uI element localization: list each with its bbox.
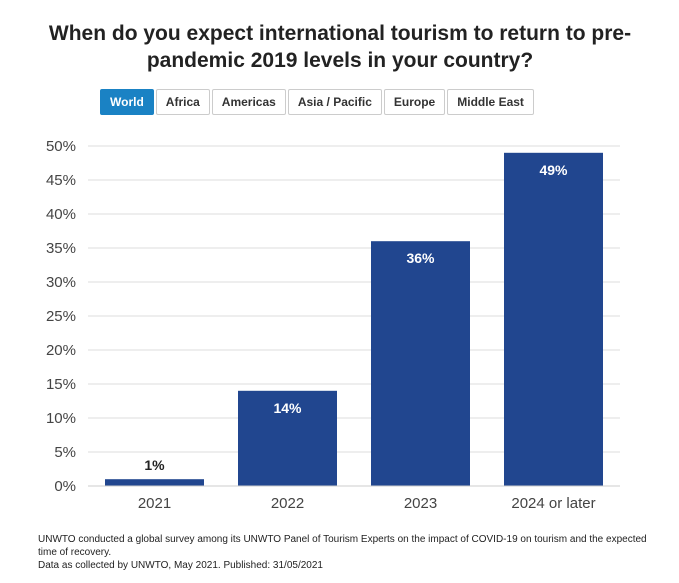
y-tick-label: 10% — [46, 410, 76, 427]
footer-notes: UNWTO conducted a global survey among it… — [38, 533, 668, 572]
bar-value-label: 36% — [406, 250, 435, 266]
y-tick-label: 15% — [46, 376, 76, 393]
y-tick-label: 30% — [46, 274, 76, 291]
footer-survey-note: UNWTO conducted a global survey among it… — [38, 534, 647, 558]
bar-value-label: 1% — [144, 457, 165, 473]
tab-europe[interactable]: Europe — [383, 89, 446, 115]
bars: 1% 14% 36% 49% — [105, 152, 603, 487]
y-tick-label: 45% — [46, 172, 76, 189]
x-tick-label: 2021 — [138, 495, 171, 512]
y-tick-label: 5% — [54, 444, 76, 461]
bar-value-label: 49% — [539, 162, 568, 178]
tab-americas[interactable]: Americas — [211, 89, 286, 115]
y-tick-label: 40% — [46, 206, 76, 223]
bar-2024-or-later — [504, 152, 603, 487]
region-tabs: World Africa Americas Asia / Pacific Eur… — [100, 89, 534, 115]
x-tick-label: 2022 — [271, 495, 304, 512]
bar-2023 — [371, 241, 470, 486]
tab-africa[interactable]: Africa — [155, 89, 210, 115]
y-tick-label: 25% — [46, 308, 76, 325]
tab-middle-east[interactable]: Middle East — [447, 89, 534, 115]
y-tick-label: 50% — [46, 138, 76, 155]
y-tick-label: 35% — [46, 240, 76, 257]
bar-value-label: 14% — [273, 400, 302, 416]
y-axis-ticks: 0% 5% 10% 15% 20% 25% 30% 35% 40% 45% 50% — [46, 138, 76, 495]
x-tick-label: 2024 or later — [511, 495, 595, 512]
tab-asia-pacific[interactable]: Asia / Pacific — [287, 89, 382, 115]
tab-world[interactable]: World — [100, 89, 154, 115]
x-axis-ticks: 2021 2022 2023 2024 or later — [138, 495, 596, 512]
bar-2022 — [238, 390, 337, 486]
bar-chart: 0% 5% 10% 15% 20% 25% 30% 35% 40% 45% 50% 1% 14% 36%… — [46, 138, 620, 512]
bar-2021 — [105, 479, 204, 486]
chart-title: When do you expect international tourism… — [48, 22, 632, 72]
x-tick-label: 2023 — [404, 495, 437, 512]
y-tick-label: 20% — [46, 342, 76, 359]
y-tick-label: 0% — [54, 478, 76, 495]
footer-source-note: Data as collected by UNWTO, May 2021. Pu… — [38, 560, 323, 571]
